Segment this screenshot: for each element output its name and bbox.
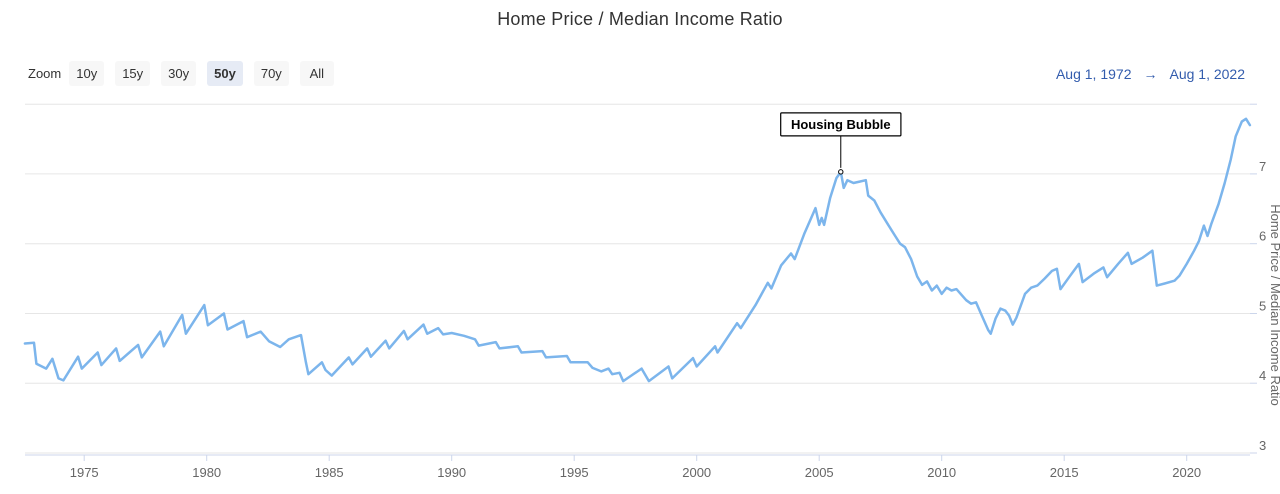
date-range-arrow-icon: → [1143,66,1158,82]
x-axis-label: 1985 [315,465,344,480]
date-from-input[interactable]: Aug 1, 1972 [1055,66,1132,82]
range-selector: Zoom 10y 15y 30y 50y 70y All [28,60,334,87]
x-axis-label: 1975 [70,465,99,480]
x-axis-label: 2000 [682,465,711,480]
zoom-button-50y[interactable]: 50y [207,61,243,86]
x-axis-label: 1980 [192,465,221,480]
zoom-button-70y[interactable]: 70y [253,61,289,86]
zoom-label: Zoom [28,66,62,81]
x-axis-label: 2010 [927,465,956,480]
y-axis-title: Home Price / Median Income Ratio [1268,204,1280,406]
series-line[interactable] [23,117,1252,383]
zoom-button-15y[interactable]: 15y [115,61,151,86]
date-range: Aug 1, 1972 → Aug 1, 2022 [1056,66,1245,82]
x-axis-label: 2020 [1172,465,1201,480]
chart-title: Home Price / Median Income Ratio [497,9,783,29]
zoom-buttons: 10y 15y 30y 50y 70y All [69,61,334,86]
x-axis-label: 1990 [437,465,466,480]
y-axis-label: 3 [1259,438,1266,453]
annotation-label: Housing Bubble [791,117,891,132]
y-axis-label: 7 [1259,159,1266,174]
x-axis-label: 2015 [1050,465,1079,480]
zoom-button-all[interactable]: All [299,61,334,86]
date-to-input[interactable]: Aug 1, 2022 [1169,66,1245,82]
zoom-button-10y[interactable]: 10y [69,61,105,86]
y-axis-label: 6 [1259,229,1266,244]
annotation-box [780,112,902,137]
y-axis-label: 5 [1259,299,1266,314]
annotation-marker [838,169,844,175]
x-axis-label: 1995 [560,465,589,480]
zoom-button-30y[interactable]: 30y [161,61,197,86]
y-axis-label: 4 [1259,368,1266,383]
x-axis-label: 2005 [805,465,834,480]
